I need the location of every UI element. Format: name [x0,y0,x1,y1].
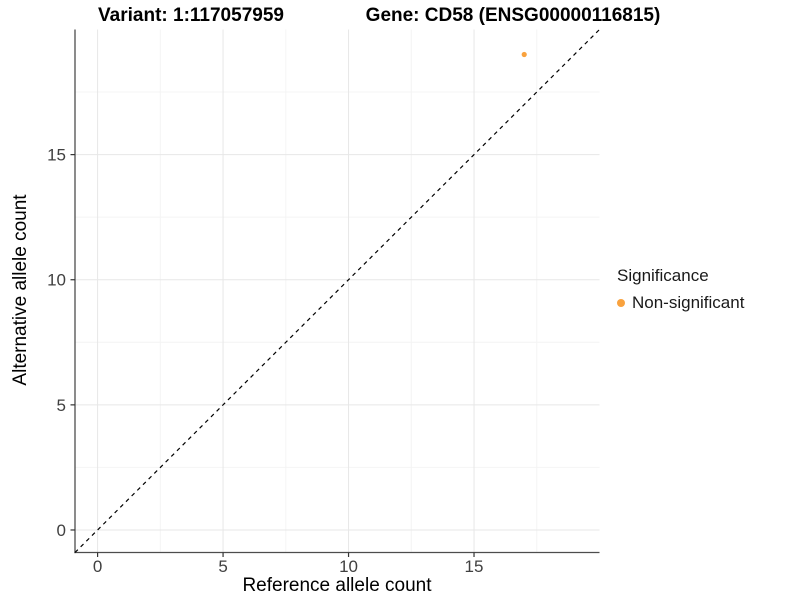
x-tick-label: 5 [218,557,227,576]
y-axis-title: Alternative allele count [10,194,31,386]
legend-title: Significance [617,266,709,285]
x-tick-label: 0 [93,557,102,576]
legend-item: Non-significant [617,293,744,313]
data-point [521,51,527,58]
y-tick-label: 15 [47,146,66,165]
y-tick-label: 10 [47,271,66,290]
x-tick-label: 10 [339,557,358,576]
x-axis-title: Reference allele count [242,575,432,596]
x-tick-label: 15 [465,557,484,576]
legend-item-label: Non-significant [632,293,745,312]
legend-point-swatch [617,299,625,307]
identity-dashed-line [74,29,600,553]
plot-title-gene: Gene: CD58 (ENSG00000116815) [365,5,661,26]
y-tick-label: 0 [57,521,66,540]
y-tick-label: 5 [57,396,66,415]
legend: Significance Non-significant [617,266,744,313]
plot-title-variant: Variant: 1:117057959 [98,5,284,26]
